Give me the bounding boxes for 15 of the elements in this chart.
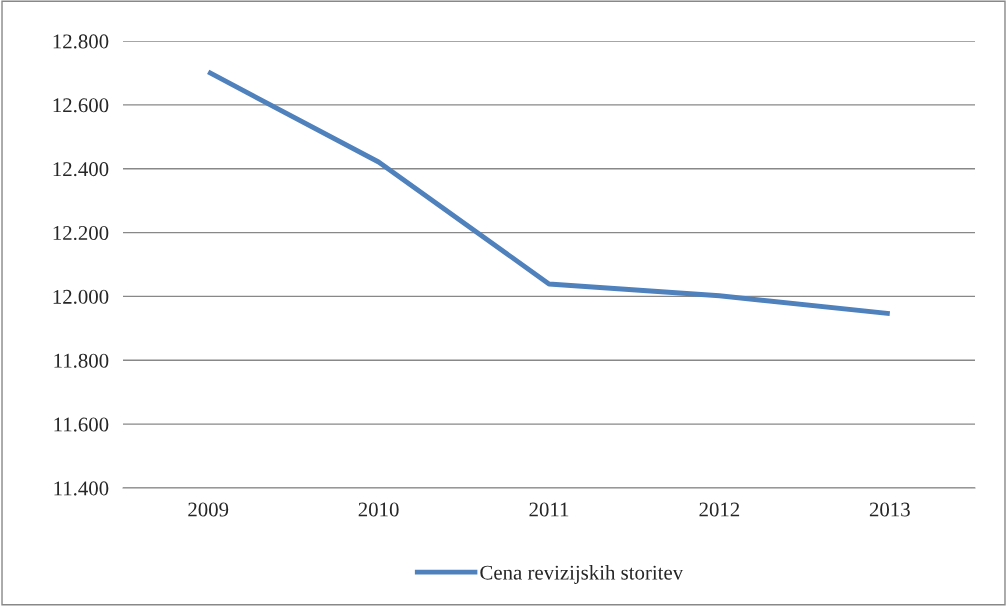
legend-label: Cena revizijskih storitev	[480, 564, 684, 584]
y-tick-label: 11.400	[54, 481, 109, 496]
x-tick-label: 2009	[188, 502, 229, 517]
line-series	[205, 69, 893, 317]
y-tick-label: 12.400	[53, 162, 109, 177]
y-tick-label: 12.800	[53, 34, 109, 49]
y-tick-label: 11.800	[54, 353, 109, 368]
y-tick-label: 12.600	[53, 98, 109, 113]
x-tick-label: 2013	[869, 502, 910, 517]
x-tick-label: 2011	[529, 502, 569, 517]
x-tick-label: 2012	[699, 502, 740, 517]
y-tick-label: 11.600	[54, 417, 109, 432]
x-tick-label: 2010	[358, 502, 399, 517]
y-tick-label: 12.000	[53, 289, 109, 304]
y-tick-label: 12.200	[53, 225, 109, 241]
